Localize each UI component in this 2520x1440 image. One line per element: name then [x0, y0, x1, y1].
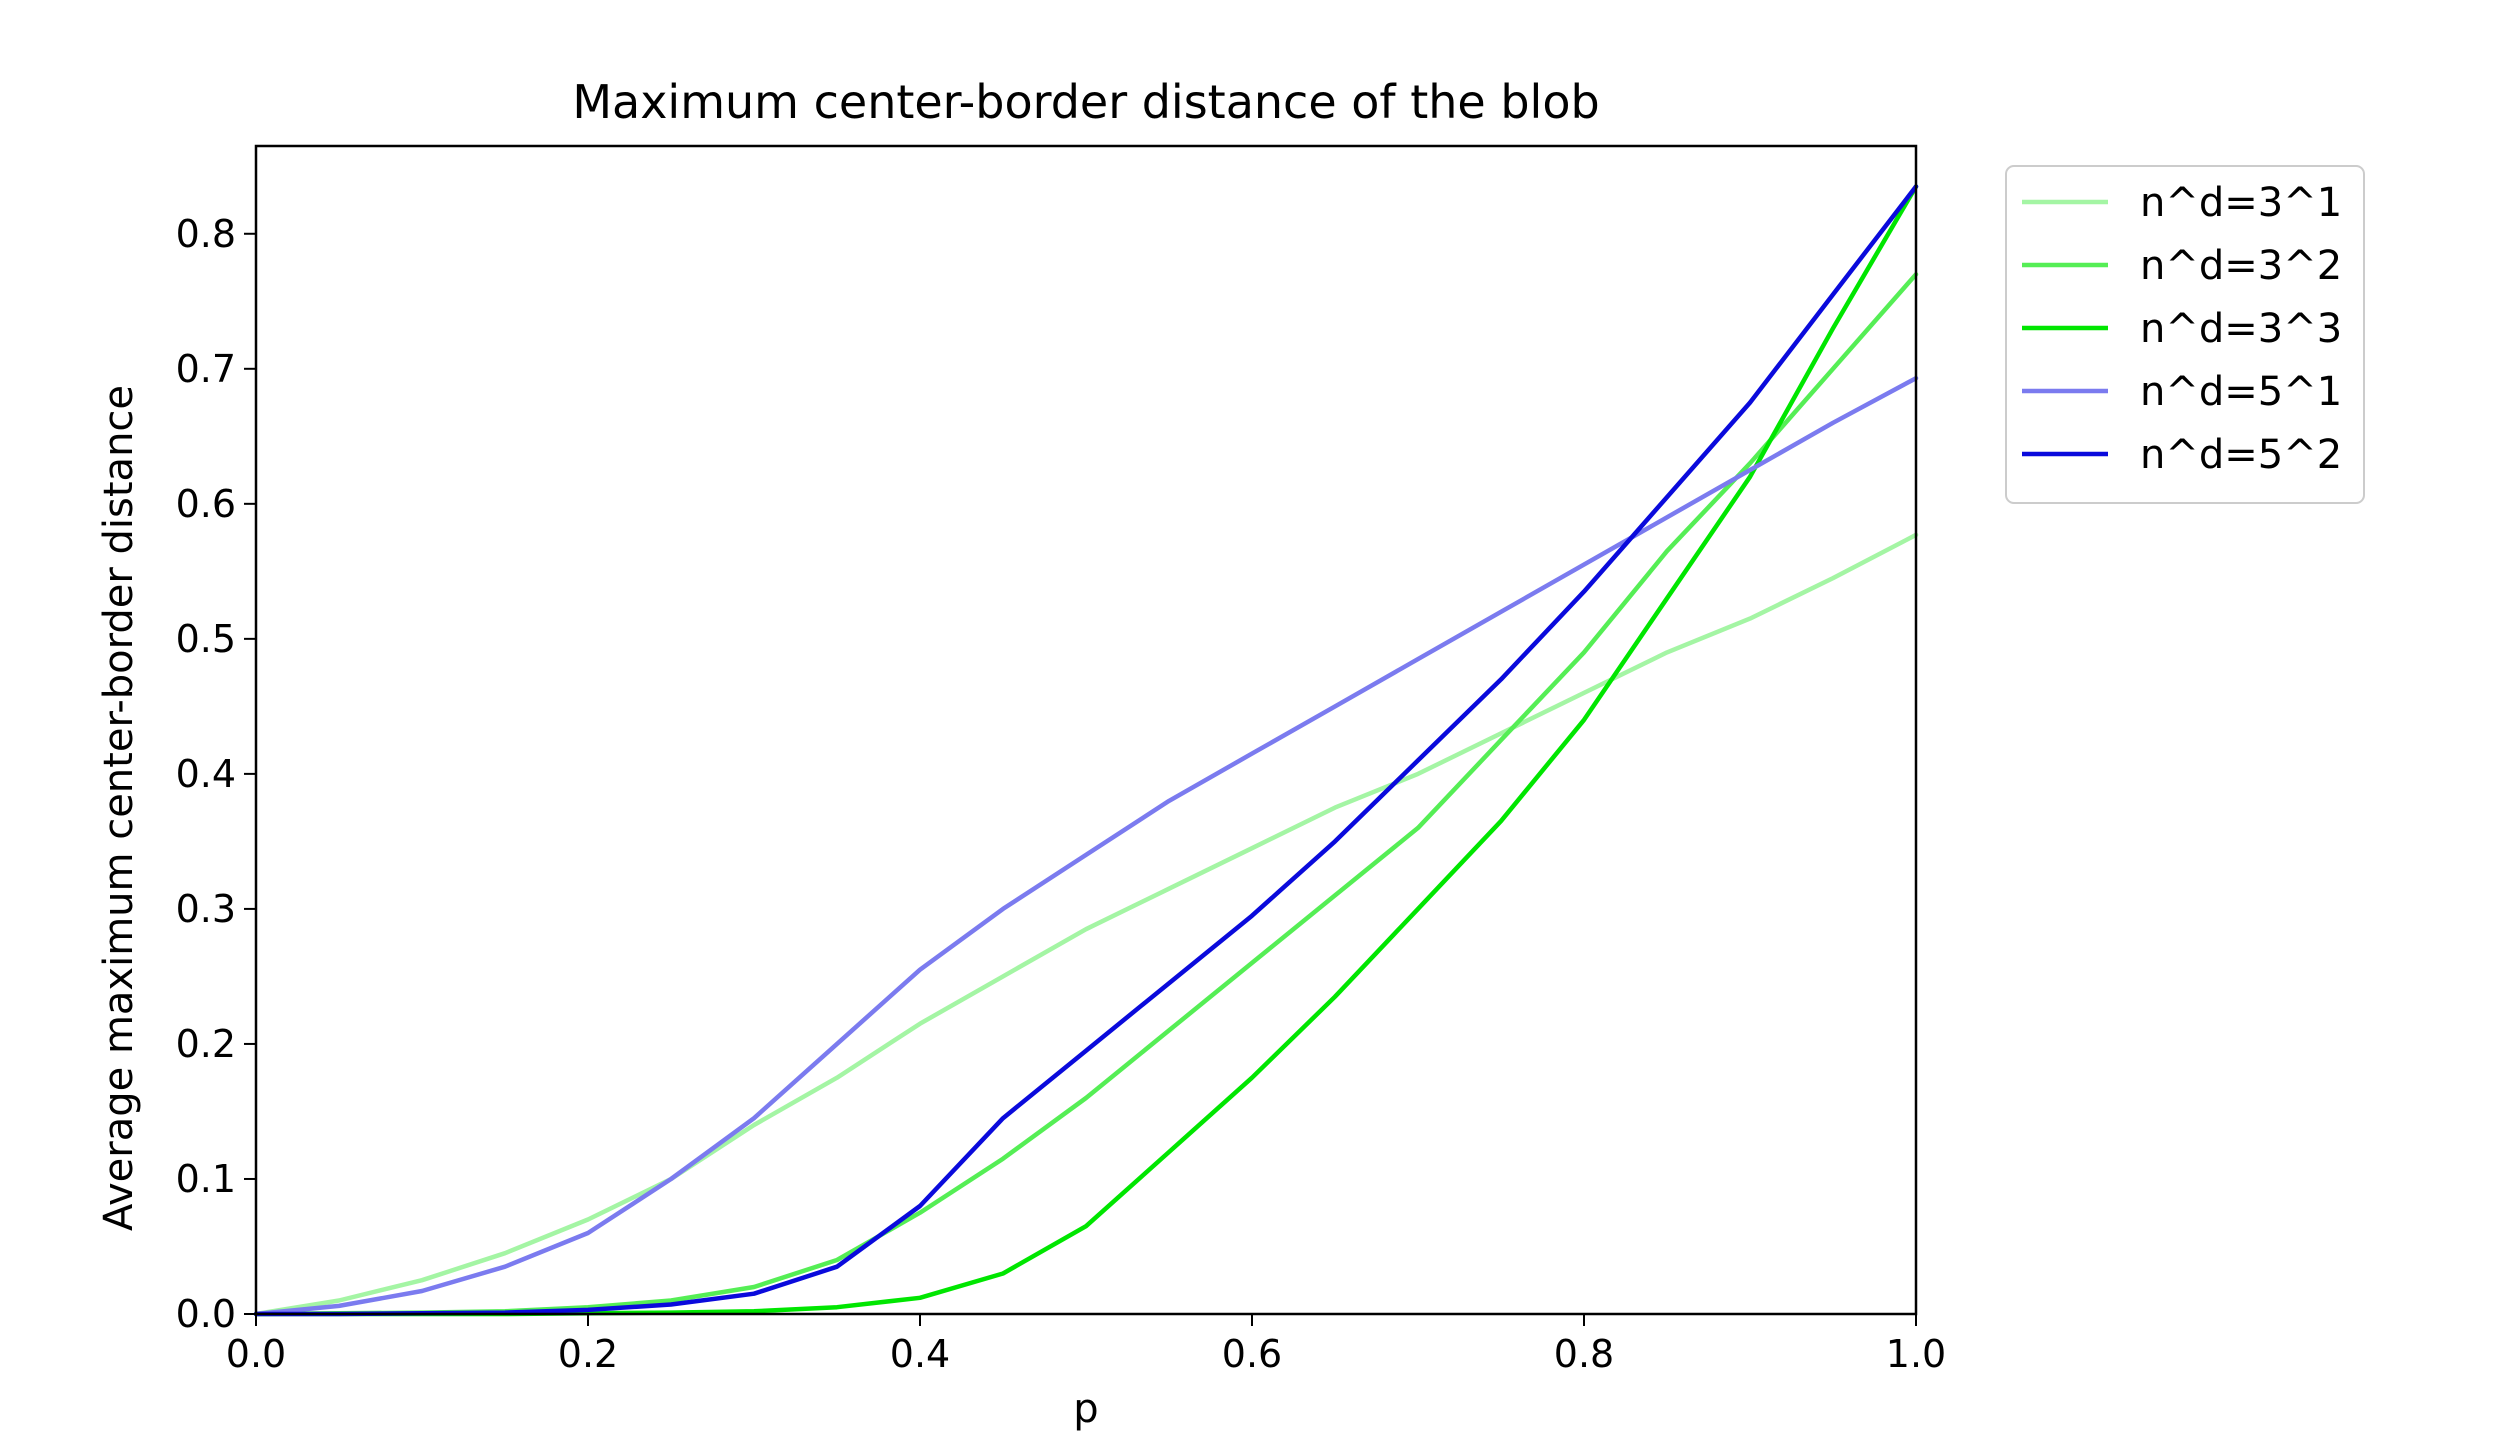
x-tick-label: 1.0 — [1886, 1332, 1946, 1376]
x-tick-label: 0.0 — [226, 1332, 286, 1376]
x-axis-label: p — [1073, 1386, 1098, 1432]
x-tick-label: 0.2 — [558, 1332, 618, 1376]
series-line-4 — [253, 375, 1919, 1317]
y-axis-label: Average maximum center-border distance — [96, 385, 142, 1231]
y-tick-label: 0.5 — [176, 617, 236, 661]
legend-label: n^d=3^1 — [2140, 180, 2342, 226]
series-line-1 — [253, 532, 1919, 1317]
y-tick-label: 0.3 — [176, 887, 236, 931]
legend-label: n^d=3^2 — [2140, 243, 2342, 289]
x-tick-label: 0.8 — [1554, 1332, 1614, 1376]
x-tick-label: 0.4 — [890, 1332, 950, 1376]
y-tick-label: 0.6 — [176, 482, 236, 526]
legend-label: n^d=5^1 — [2140, 369, 2342, 415]
y-tick-label: 0.7 — [176, 347, 236, 391]
y-tick-label: 0.4 — [176, 752, 236, 796]
legend-label: n^d=5^2 — [2140, 432, 2342, 478]
chart-title: Maximum center-border distance of the bl… — [572, 75, 1599, 129]
y-tick-label: 0.0 — [176, 1292, 236, 1336]
x-axis: 0.0 0.2 0.4 0.6 0.8 1.0 — [226, 1314, 1946, 1376]
y-tick-label: 0.8 — [176, 212, 236, 256]
y-axis: 0.0 0.1 0.2 0.3 0.4 0.5 0.6 0.7 0.8 — [176, 212, 256, 1336]
y-tick-label: 0.2 — [176, 1022, 236, 1066]
series-line-5 — [253, 184, 1919, 1317]
y-tick-label: 0.1 — [176, 1157, 236, 1201]
x-tick-label: 0.6 — [1222, 1332, 1282, 1376]
legend-box — [2005, 165, 2365, 504]
plot-frame — [254, 144, 1918, 1316]
legend: n^d=3^1 n^d=3^2 n^d=3^3 n^d=5^1 n^d=5^2 — [2005, 165, 2365, 504]
legend-label: n^d=3^3 — [2140, 306, 2342, 352]
